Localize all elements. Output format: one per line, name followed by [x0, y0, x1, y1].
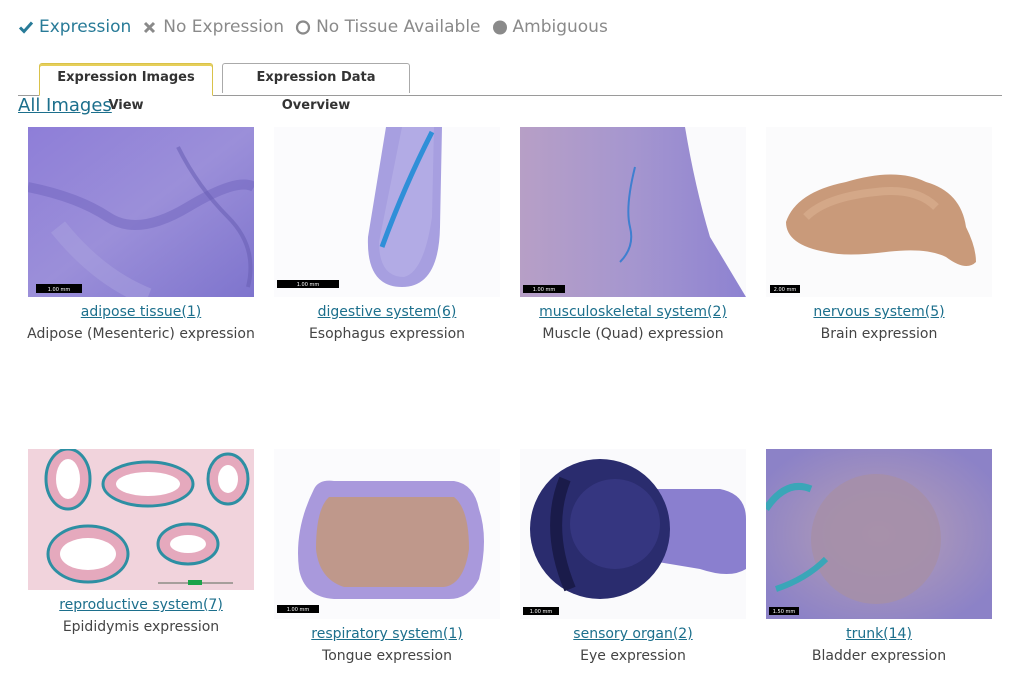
digestive-thumbnail[interactable]: 1.00 mm [274, 127, 500, 297]
adipose-thumbnail[interactable]: 1.00 mm [28, 127, 254, 297]
gallery-cell-reproductive: reproductive system(7) Epididymis expres… [18, 449, 264, 649]
reproductive-thumbnail[interactable] [28, 449, 254, 590]
scale-bar-label: 1.00 mm [533, 287, 556, 293]
open-circle-icon [295, 19, 311, 35]
scale-bar-label: 1.00 mm [287, 607, 310, 613]
checkmark-icon [18, 19, 34, 35]
image-caption: Eye expression [580, 648, 686, 664]
image-caption: Tongue expression [322, 648, 452, 664]
musculoskeletal-thumbnail[interactable]: 1.00 mm [520, 127, 746, 297]
gallery-cell-digestive: 1.00 mm digestive system(6) Esophagus ex… [264, 127, 510, 357]
category-link[interactable]: adipose tissue(1) [80, 304, 202, 320]
category-link[interactable]: trunk(14) [846, 626, 912, 642]
legend-ambiguous: Ambiguous [492, 17, 608, 37]
scale-bar-label: 1.00 mm [530, 609, 553, 615]
legend-ambiguous-label: Ambiguous [512, 17, 608, 37]
gallery-cell-trunk: 1.50 mm trunk(14) Bladder expression [756, 449, 1002, 679]
all-images-link[interactable]: All Images [18, 95, 112, 116]
gallery-cell-musculoskeletal: 1.00 mm musculoskeletal system(2) Muscle… [510, 127, 756, 357]
legend-expression: Expression [18, 17, 131, 37]
gallery-cell-respiratory: 1.00 mm respiratory system(1) Tongue exp… [264, 449, 510, 679]
category-link[interactable]: nervous system(5) [813, 304, 945, 320]
gallery-cell-adipose: 1.00 mm adipose tissue(1) Adipose (Mesen… [18, 127, 264, 357]
image-caption: Bladder expression [811, 648, 947, 664]
scale-bar-label: 1.00 mm [48, 287, 71, 293]
sensory-thumbnail[interactable]: 1.00 mm [520, 449, 746, 619]
image-caption: Esophagus expression [308, 326, 466, 342]
gallery-cell-sensory: 1.00 mm sensory organ(2) Eye expression [510, 449, 756, 679]
nervous-thumbnail[interactable]: 2.00 mm [766, 127, 992, 297]
scale-bar-label: 1.00 mm [297, 282, 320, 288]
legend-no-expression-label: No Expression [163, 17, 285, 37]
respiratory-thumbnail[interactable]: 1.00 mm [274, 449, 500, 619]
legend-expression-label: Expression [39, 17, 132, 37]
scale-bar-label: 1.50 mm [773, 609, 796, 615]
image-caption: Adipose (Mesenteric) expression [27, 326, 255, 342]
scale-bar-label: 2.00 mm [774, 287, 797, 293]
legend-no-expression: No Expression [142, 17, 284, 37]
x-mark-icon [142, 19, 158, 35]
category-link[interactable]: digestive system(6) [317, 304, 457, 320]
image-caption: Epididymis expression [62, 619, 220, 635]
filled-circle-icon [492, 19, 508, 35]
legend-no-tissue-label: No Tissue Available [316, 17, 481, 37]
trunk-thumbnail[interactable]: 1.50 mm [766, 449, 992, 619]
category-link[interactable]: reproductive system(7) [59, 597, 223, 613]
view-tabs: Expression Images View Expression Data O… [18, 63, 1002, 113]
category-link[interactable]: respiratory system(1) [311, 626, 463, 642]
image-caption: Muscle (Quad) expression [542, 326, 724, 342]
image-caption: Brain expression [820, 326, 938, 342]
tab-expression-data-overview[interactable]: Expression Data Overview [222, 63, 410, 113]
tab-expression-images-view[interactable]: Expression Images View [39, 63, 213, 113]
gallery-cell-nervous: 2.00 mm nervous system(5) Brain expressi… [756, 127, 1002, 357]
category-link[interactable]: sensory organ(2) [573, 626, 693, 642]
legend-no-tissue: No Tissue Available [295, 17, 481, 37]
expression-legend: Expression No Expression No Tissue Avail… [18, 17, 619, 37]
category-link[interactable]: musculoskeletal system(2) [539, 304, 727, 320]
